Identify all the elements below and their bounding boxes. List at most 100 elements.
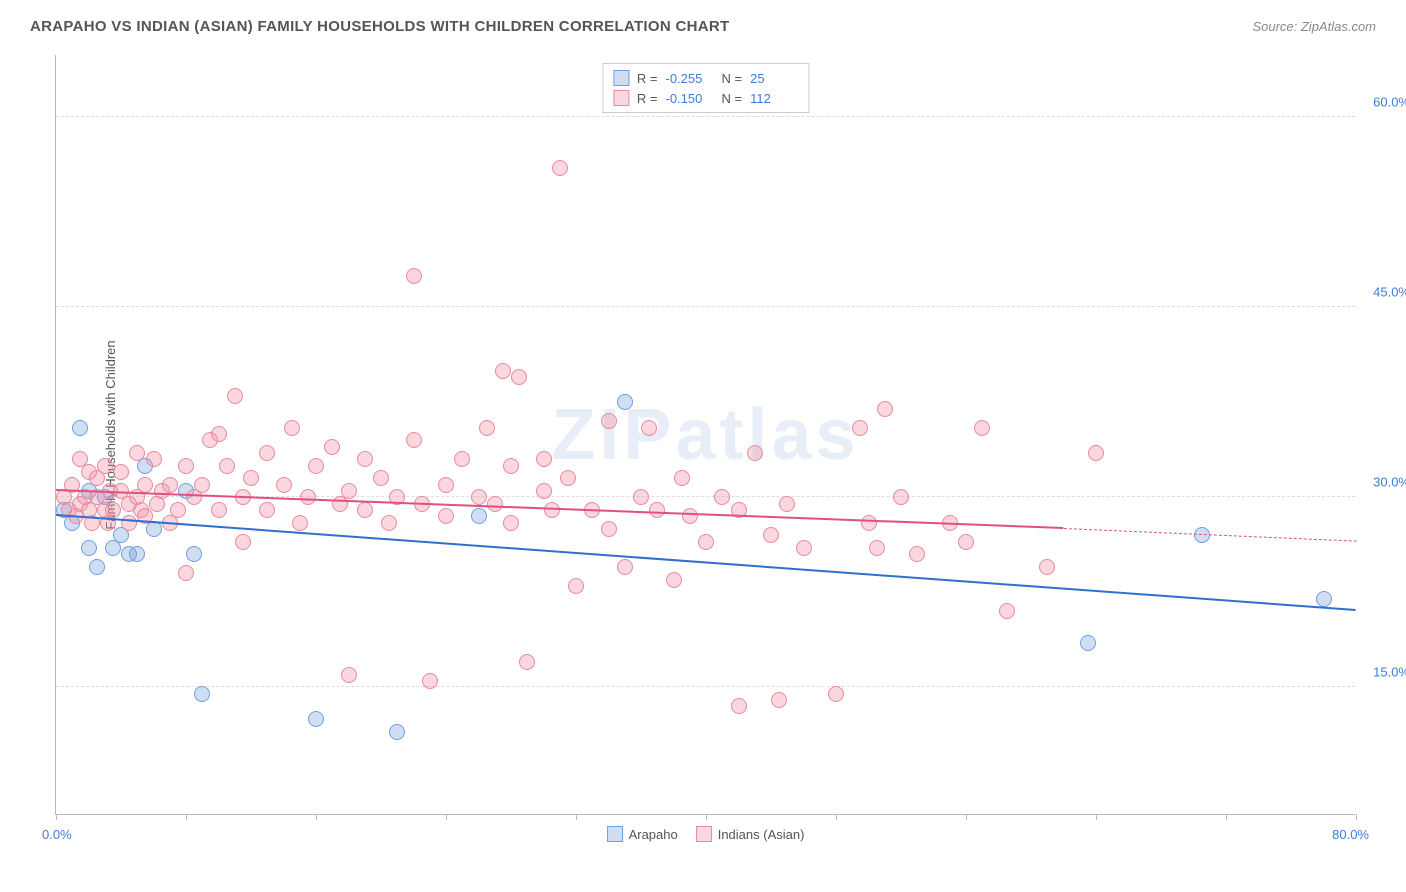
scatter-point	[779, 496, 795, 512]
x-tick	[1096, 814, 1097, 820]
scatter-point	[861, 515, 877, 531]
scatter-point	[292, 515, 308, 531]
scatter-point	[72, 420, 88, 436]
scatter-point	[186, 546, 202, 562]
scatter-point	[893, 489, 909, 505]
scatter-point	[406, 432, 422, 448]
scatter-point	[731, 698, 747, 714]
scatter-point	[617, 394, 633, 410]
scatter-point	[958, 534, 974, 550]
x-tick	[316, 814, 317, 820]
x-origin-label: 0.0%	[42, 827, 72, 842]
scatter-point	[487, 496, 503, 512]
scatter-point	[259, 502, 275, 518]
scatter-point	[113, 464, 129, 480]
legend-r-value: -0.255	[666, 71, 714, 86]
scatter-point	[146, 451, 162, 467]
scatter-point	[536, 451, 552, 467]
scatter-point	[259, 445, 275, 461]
scatter-point	[81, 540, 97, 556]
legend-swatch	[696, 826, 712, 842]
trend-line	[56, 514, 1356, 611]
x-tick	[446, 814, 447, 820]
gridline	[56, 306, 1355, 307]
series-legend: ArapahoIndians (Asian)	[607, 826, 805, 842]
scatter-point	[235, 534, 251, 550]
legend-label: Indians (Asian)	[718, 827, 805, 842]
scatter-point	[438, 477, 454, 493]
scatter-point	[601, 521, 617, 537]
scatter-point	[503, 458, 519, 474]
scatter-point	[129, 546, 145, 562]
scatter-point	[796, 540, 812, 556]
scatter-point	[162, 477, 178, 493]
chart-title: ARAPAHO VS INDIAN (ASIAN) FAMILY HOUSEHO…	[30, 18, 729, 35]
scatter-point	[194, 686, 210, 702]
scatter-point	[698, 534, 714, 550]
scatter-point	[1088, 445, 1104, 461]
scatter-point	[121, 515, 137, 531]
scatter-point	[178, 458, 194, 474]
scatter-point	[544, 502, 560, 518]
scatter-point	[211, 502, 227, 518]
chart-plot-area: Family Households with Children ZIPatlas…	[55, 55, 1355, 815]
scatter-point	[1316, 591, 1332, 607]
x-tick	[706, 814, 707, 820]
legend-r-label: R =	[637, 71, 658, 86]
scatter-point	[129, 445, 145, 461]
legend-swatch	[613, 70, 629, 86]
scatter-point	[479, 420, 495, 436]
source-label: Source: ZipAtlas.com	[1252, 19, 1376, 34]
x-tick	[186, 814, 187, 820]
scatter-point	[454, 451, 470, 467]
scatter-point	[194, 477, 210, 493]
scatter-point	[568, 578, 584, 594]
legend-swatch	[613, 90, 629, 106]
scatter-point	[105, 502, 121, 518]
scatter-point	[381, 515, 397, 531]
scatter-point	[243, 470, 259, 486]
scatter-point	[1194, 527, 1210, 543]
scatter-point	[389, 724, 405, 740]
scatter-point	[909, 546, 925, 562]
scatter-point	[284, 420, 300, 436]
legend-r-value: -0.150	[666, 91, 714, 106]
x-tick	[576, 814, 577, 820]
scatter-point	[617, 559, 633, 575]
scatter-point	[877, 401, 893, 417]
scatter-point	[503, 515, 519, 531]
y-tick-label: 15.0%	[1360, 665, 1406, 680]
scatter-point	[170, 502, 186, 518]
legend-n-label: N =	[722, 91, 743, 106]
scatter-point	[357, 451, 373, 467]
y-tick-label: 60.0%	[1360, 95, 1406, 110]
x-tick	[836, 814, 837, 820]
scatter-point	[536, 483, 552, 499]
x-tick	[1226, 814, 1227, 820]
scatter-point	[219, 458, 235, 474]
legend-n-value: 112	[750, 91, 798, 106]
scatter-point	[552, 160, 568, 176]
gridline	[56, 686, 1355, 687]
scatter-point	[211, 426, 227, 442]
y-tick-label: 30.0%	[1360, 475, 1406, 490]
scatter-point	[341, 483, 357, 499]
scatter-point	[714, 489, 730, 505]
scatter-point	[308, 458, 324, 474]
y-tick-label: 45.0%	[1360, 285, 1406, 300]
x-max-label: 80.0%	[1332, 827, 1369, 842]
scatter-point	[974, 420, 990, 436]
scatter-point	[511, 369, 527, 385]
x-tick	[1356, 814, 1357, 820]
scatter-point	[682, 508, 698, 524]
scatter-point	[999, 603, 1015, 619]
scatter-point	[89, 559, 105, 575]
scatter-point	[771, 692, 787, 708]
legend-n-value: 25	[750, 71, 798, 86]
trend-line	[56, 489, 1064, 529]
legend-row: R =-0.150N =112	[613, 88, 798, 108]
scatter-point	[1039, 559, 1055, 575]
series-legend-item: Indians (Asian)	[696, 826, 805, 842]
legend-n-label: N =	[722, 71, 743, 86]
scatter-point	[357, 502, 373, 518]
